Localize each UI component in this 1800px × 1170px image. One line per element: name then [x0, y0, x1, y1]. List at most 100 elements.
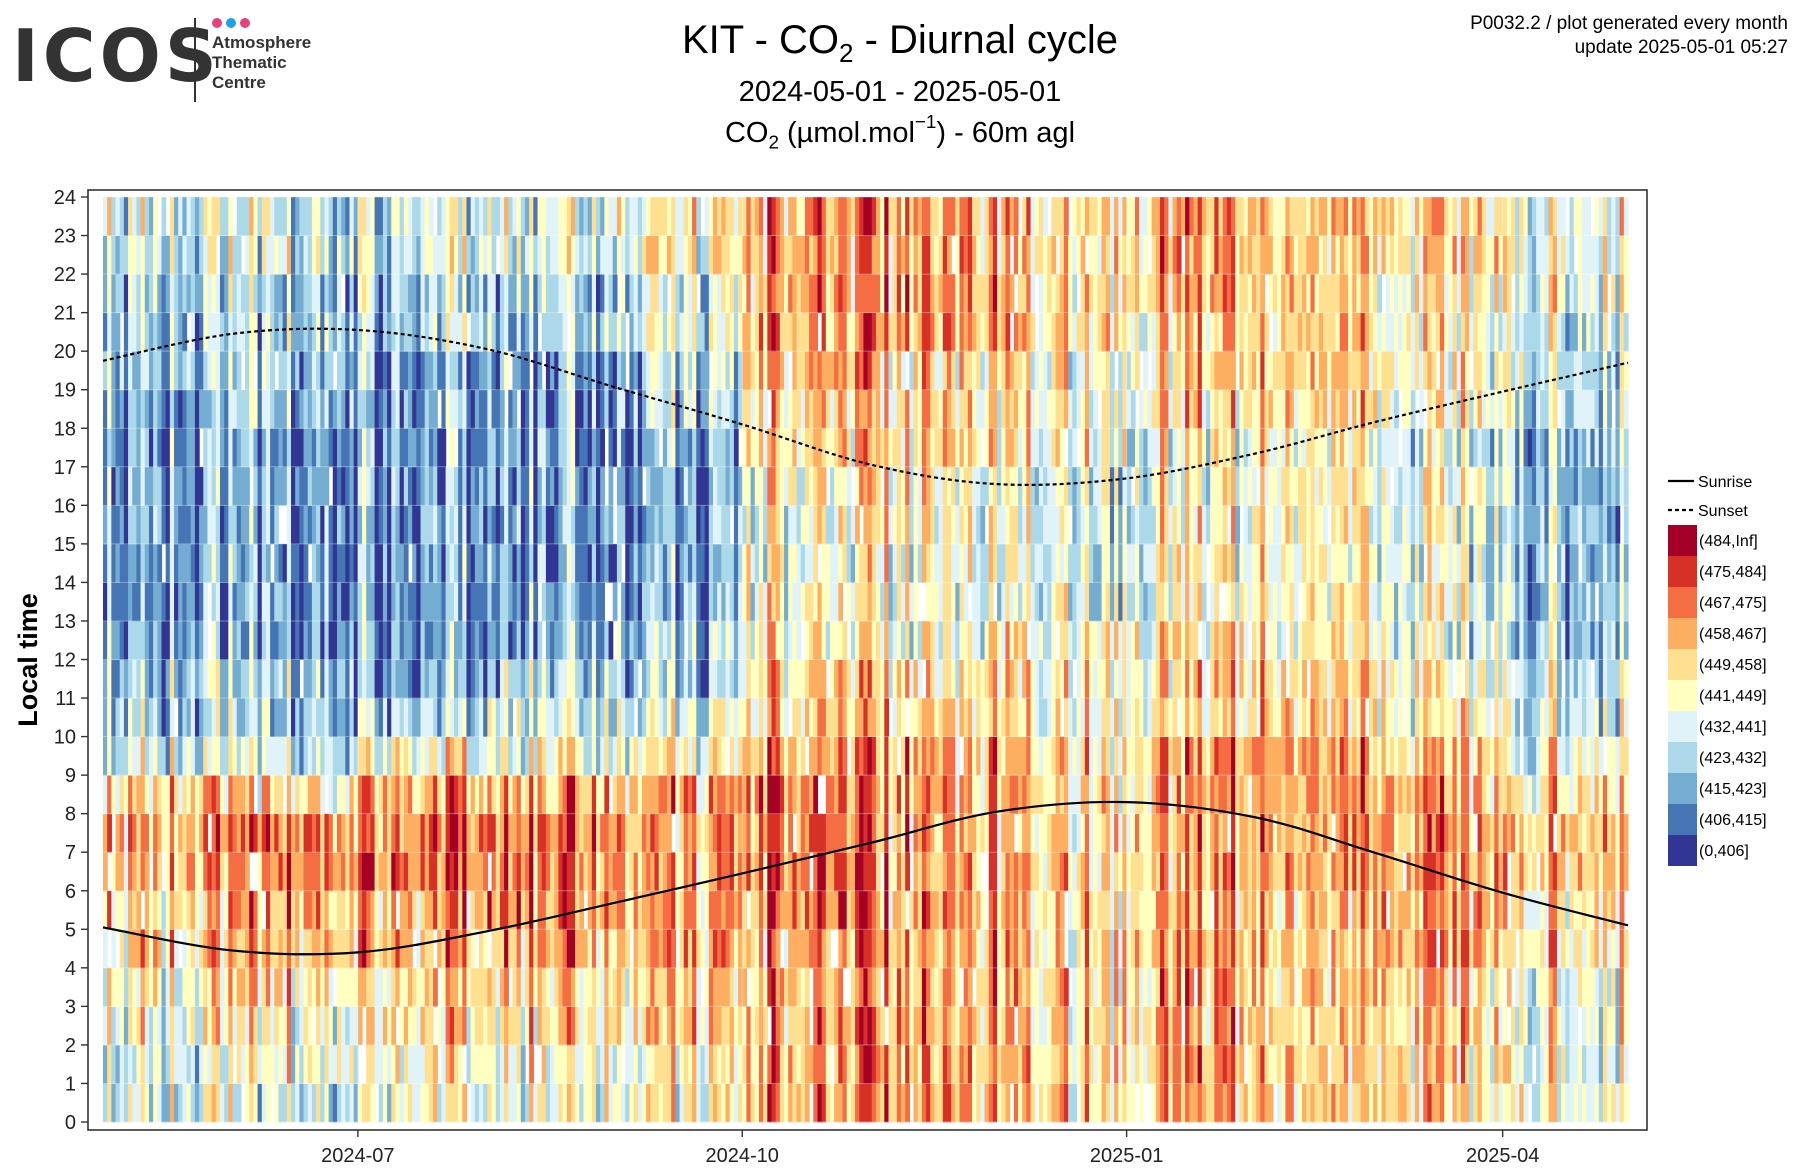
heatmap-cell — [157, 659, 163, 699]
heatmap-cell — [245, 582, 250, 622]
heatmap-cell — [717, 312, 722, 352]
heatmap-cell — [165, 929, 171, 969]
heatmap-cell — [495, 659, 501, 699]
heatmap-cell — [224, 543, 229, 583]
heatmap-cell — [328, 698, 334, 737]
heatmap-cell — [449, 582, 455, 622]
heatmap-cell — [341, 197, 346, 236]
heatmap-cell — [942, 1083, 948, 1123]
heatmap-cell — [566, 235, 572, 275]
heatmap-cell — [412, 1006, 417, 1046]
heatmap-cell — [554, 389, 560, 429]
heatmap-cell — [299, 929, 305, 969]
heatmap-cell — [370, 852, 376, 892]
heatmap-cell — [792, 428, 798, 468]
heatmap-cell — [754, 389, 760, 429]
heatmap-cell — [604, 929, 610, 969]
heatmap-cell — [161, 235, 167, 275]
heatmap-cell — [792, 929, 798, 969]
heatmap-cell — [817, 505, 823, 545]
heatmap-cell — [758, 929, 764, 969]
heatmap-cell — [917, 428, 923, 468]
heatmap-cell — [946, 813, 952, 853]
heatmap-cell — [303, 428, 309, 468]
heatmap-cell — [859, 582, 865, 622]
heatmap-cell — [646, 813, 651, 853]
heatmap-cell — [641, 274, 647, 314]
heatmap-cell — [608, 813, 614, 853]
heatmap-cell — [353, 736, 359, 776]
heatmap-cell — [888, 505, 894, 545]
heatmap-cell — [888, 1044, 894, 1084]
heatmap-cell — [504, 620, 509, 660]
heatmap-cell — [713, 389, 718, 429]
heatmap-cell — [842, 312, 848, 352]
heatmap-cell — [324, 1044, 330, 1084]
heatmap-cell — [616, 620, 622, 660]
heatmap-cell — [357, 813, 363, 853]
heatmap-cell — [550, 312, 555, 352]
heatmap-cell — [738, 967, 743, 1007]
heatmap-cell — [550, 736, 555, 776]
heatmap-cell — [633, 659, 639, 699]
heatmap-cell — [704, 543, 710, 583]
heatmap-cell — [575, 389, 580, 429]
heatmap-cell — [696, 582, 702, 622]
heatmap-cell — [608, 1006, 614, 1046]
heatmap-cell — [579, 543, 585, 583]
heatmap-cell — [825, 736, 831, 776]
heatmap-cell — [449, 698, 455, 737]
heatmap-cell — [140, 659, 146, 699]
heatmap-cell — [992, 235, 998, 275]
heatmap-cell — [382, 274, 388, 314]
heatmap-cell — [336, 466, 342, 506]
heatmap-cell — [579, 813, 585, 853]
heatmap-cell — [792, 351, 798, 391]
heatmap-cell — [946, 659, 952, 699]
logo-dot-2 — [226, 18, 236, 28]
heatmap-cell — [111, 929, 117, 969]
heatmap-cell — [717, 543, 722, 583]
heatmap-cell — [800, 582, 806, 622]
heatmap-cell — [850, 428, 856, 468]
heatmap-cell — [249, 235, 255, 275]
heatmap-cell — [215, 274, 221, 314]
heatmap-cell — [499, 736, 505, 776]
heatmap-cell — [332, 620, 338, 660]
heatmap-cell — [963, 736, 969, 776]
heatmap-cell — [800, 736, 806, 776]
heatmap-cell — [934, 505, 940, 545]
heatmap-cell — [788, 775, 793, 815]
heatmap-cell — [696, 1044, 702, 1084]
heatmap-cell — [261, 1006, 267, 1046]
heatmap-cell — [625, 736, 631, 776]
heatmap-cell — [240, 197, 246, 236]
heatmap-cell — [520, 582, 526, 622]
heatmap-cell — [784, 929, 789, 969]
heatmap-cell — [959, 312, 965, 352]
heatmap-cell — [445, 312, 451, 352]
heatmap-cell — [775, 389, 781, 429]
heatmap-cell — [554, 543, 560, 583]
heatmap-cell — [512, 505, 518, 545]
heatmap-cell — [533, 428, 539, 468]
heatmap-cell — [483, 428, 488, 468]
heatmap-cell — [462, 1006, 468, 1046]
heatmap-cell — [274, 967, 280, 1007]
heatmap-cell — [746, 428, 752, 468]
heatmap-cell — [570, 235, 576, 275]
heatmap-cell — [675, 274, 681, 314]
heatmap-cell — [733, 351, 739, 391]
heatmap-cell — [545, 1083, 551, 1123]
heatmap-cell — [846, 505, 852, 545]
heatmap-cell — [754, 929, 760, 969]
heatmap-cell — [357, 620, 363, 660]
heatmap-cell — [967, 890, 973, 930]
heatmap-cell — [207, 659, 213, 699]
heatmap-cell — [662, 389, 668, 429]
heatmap-cell — [633, 312, 639, 352]
heatmap-cell — [687, 620, 693, 660]
heatmap-cell — [123, 428, 129, 468]
heatmap-cell — [842, 852, 848, 892]
heatmap-cell — [144, 736, 150, 776]
